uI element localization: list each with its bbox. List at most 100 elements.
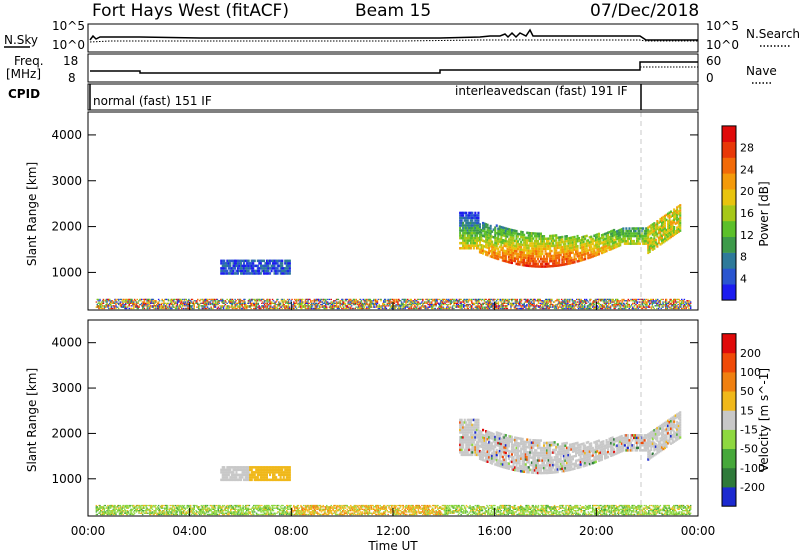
power-data-cell (359, 302, 362, 304)
power-data-cell (382, 303, 384, 306)
power-data-cell (232, 272, 235, 275)
power-data-cell (355, 301, 357, 303)
power-data-cell (569, 298, 572, 301)
power-data-cell (688, 301, 690, 303)
power-data-cell (244, 305, 246, 307)
power-data-cell (645, 239, 648, 243)
power-data-cell (440, 300, 443, 302)
power-data-cell (568, 257, 571, 260)
power-data-cell (184, 298, 187, 301)
power-data-cell (247, 267, 250, 270)
power-data-cell (525, 307, 527, 310)
power-data-cell (281, 300, 283, 302)
power-data-cell (233, 302, 235, 304)
power-data-cell (265, 300, 267, 302)
power-data-cell (446, 301, 448, 303)
power-data-cell (348, 306, 350, 308)
nave-label: Nave (746, 64, 777, 78)
power-data-cell (501, 254, 504, 257)
power-y-tick-label: 3000 (51, 174, 82, 188)
power-data-cell (393, 305, 396, 307)
power-data-cell (507, 253, 510, 256)
power-data-cell (610, 232, 613, 236)
power-data-cell (222, 300, 225, 302)
power-data-cell (488, 307, 491, 310)
power-data-cell (270, 267, 273, 270)
power-data-cell (526, 239, 529, 242)
power-data-cell (201, 298, 203, 301)
power-data-cell (344, 298, 347, 301)
power-data-cell (668, 216, 671, 220)
power-data-cell (400, 301, 403, 303)
power-data-cell (478, 301, 480, 303)
power-data-cell (539, 252, 542, 256)
power-data-cell (517, 263, 520, 266)
power-data-cell (636, 301, 638, 303)
power-data-cell (582, 253, 585, 256)
velocity-data-cell (146, 507, 148, 509)
power-data-cell (232, 300, 235, 302)
power-data-cell (258, 262, 261, 265)
power-data-cell (317, 303, 319, 306)
power-data-cell (165, 307, 167, 310)
power-data-cell (213, 305, 216, 307)
power-data-cell (502, 305, 504, 307)
power-data-cell (541, 250, 544, 253)
power-data-cell (632, 302, 634, 304)
power-data-cell (282, 303, 284, 306)
power-data-cell (592, 300, 595, 302)
power-data-cell (240, 300, 243, 302)
power-data-cell (135, 301, 138, 303)
power-data-cell (602, 305, 605, 307)
power-data-cell (365, 300, 367, 302)
velocity-data-cell (152, 513, 155, 516)
power-data-cell (585, 298, 588, 301)
velocity-data-cell (154, 512, 156, 514)
power-data-cell (637, 239, 640, 243)
power-data-cell (258, 272, 261, 275)
power-data-cell (552, 234, 555, 237)
power-data-cell (652, 301, 654, 303)
power-data-cell (605, 234, 608, 238)
power-data-cell (671, 222, 674, 225)
power-data-cell (412, 303, 414, 306)
power-data-cell (447, 298, 450, 301)
power-data-cell (435, 298, 437, 301)
power-data-cell (578, 239, 581, 242)
power-data-cell (466, 231, 469, 235)
power-data-cell (478, 250, 481, 254)
power-data-cell (362, 298, 364, 301)
power-data-cell (517, 235, 520, 238)
power-data-cell (389, 300, 391, 302)
power-data-cell (348, 298, 350, 301)
power-data-cell (238, 259, 241, 263)
power-data-cell (295, 300, 298, 302)
power-data-cell (628, 305, 630, 307)
power-data-cell (391, 298, 393, 301)
power-data-cell (376, 305, 379, 307)
power-data-cell (151, 305, 154, 307)
power-data-cell (382, 305, 384, 307)
power-data-cell (524, 261, 527, 265)
power-data-cell (477, 247, 480, 250)
power-data-cell (334, 302, 336, 304)
power-data-cell (492, 303, 494, 306)
power-data-cell (509, 228, 512, 231)
power-data-cell (582, 306, 584, 308)
power-data-cell (410, 298, 412, 301)
power-data-cell (541, 235, 544, 238)
power-data-cell (533, 242, 536, 245)
power-data-cell (555, 261, 558, 265)
power-data-cell (282, 272, 285, 275)
power-data-cell (555, 236, 558, 240)
power-data-cell (613, 244, 616, 247)
velocity-data-cell (127, 511, 130, 513)
power-data-cell (226, 302, 228, 304)
power-data-cell (236, 302, 238, 304)
power-data-cell (297, 306, 300, 308)
velocity-data-cell (109, 510, 111, 512)
power-data-cell (532, 244, 535, 248)
power-data-cell (584, 257, 587, 261)
power-data-cell (653, 222, 656, 225)
power-data-cell (673, 298, 676, 301)
